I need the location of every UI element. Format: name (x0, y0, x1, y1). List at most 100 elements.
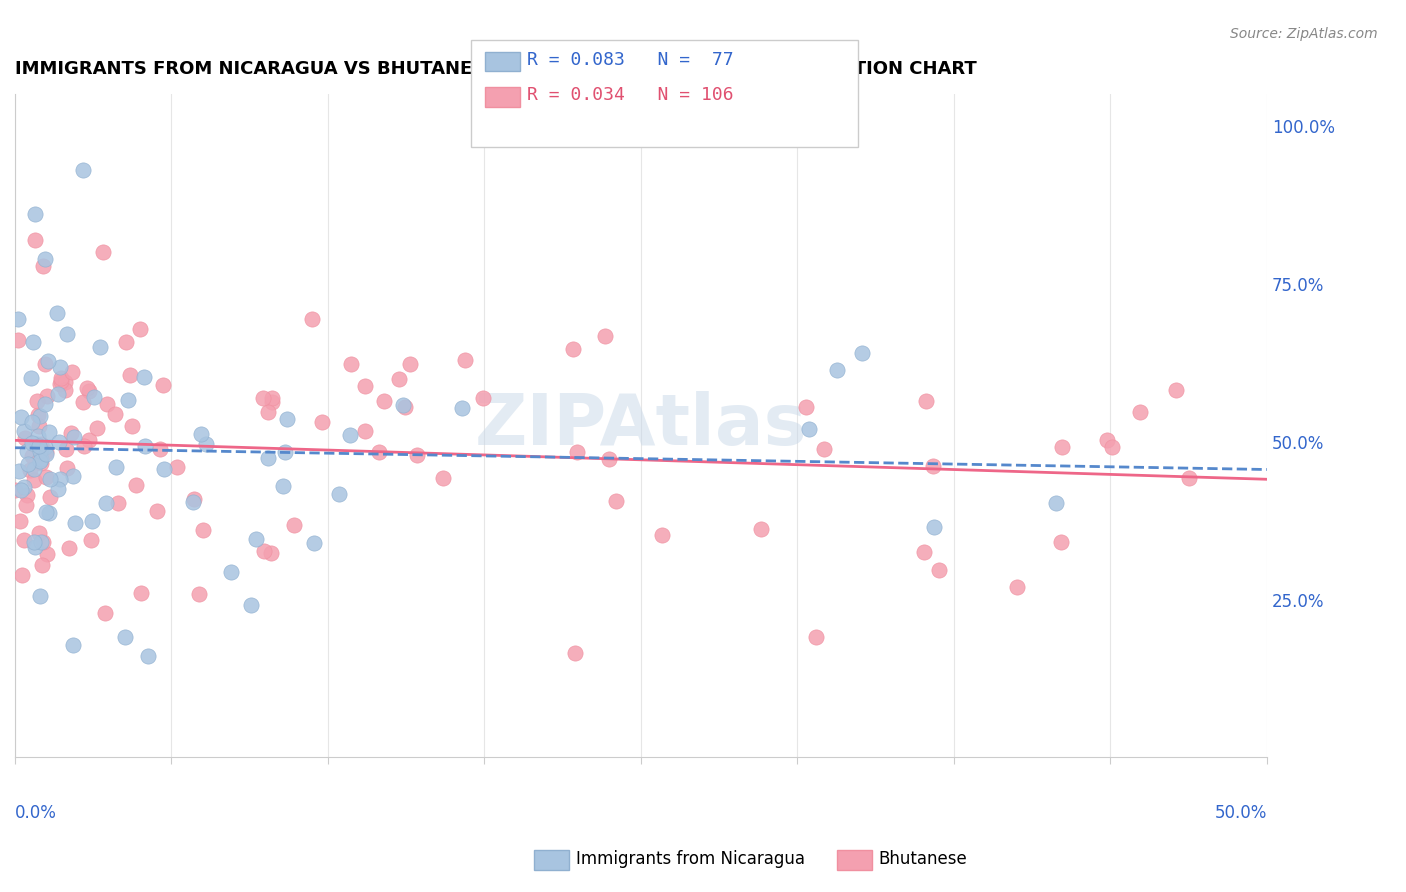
Point (62, 468, 84, 483)
Point (22, 473, 45, 487)
Point (94, 496, 117, 510)
Point (922, 520, 945, 534)
Point (273, 445, 295, 459)
Point (928, 563, 950, 577)
Point (912, 545, 935, 559)
Point (149, 442, 172, 457)
Point (34, 252, 56, 266)
Point (14, 498, 37, 512)
Point (121, 419, 143, 434)
Point (46, 386, 69, 401)
Point (257, 451, 280, 466)
Point (77, 433, 100, 447)
Point (11, 568, 34, 582)
Point (10, 483, 32, 498)
Point (851, 346, 873, 360)
Point (193, 524, 215, 538)
Point (252, 543, 274, 558)
Point (18, 463, 41, 477)
Point (15, 444, 38, 458)
Point (24, 540, 46, 554)
Point (124, 477, 146, 491)
Point (34, 505, 56, 519)
Point (72, 394, 94, 409)
Point (1178, 471, 1201, 485)
Point (472, 392, 495, 406)
Text: Bhutanese: Bhutanese (879, 850, 967, 868)
Point (31, 534, 53, 549)
Point (257, 404, 280, 418)
Text: Source: ZipAtlas.com: Source: ZipAtlas.com (1230, 27, 1378, 41)
Point (1005, 580, 1028, 594)
Point (152, 377, 174, 392)
Point (35, 445, 58, 459)
Point (651, 528, 673, 542)
Point (22, 534, 45, 549)
Point (13, 424, 35, 438)
Point (1050, 440, 1073, 454)
Point (73, 439, 96, 453)
Point (28, 418, 51, 433)
Point (25, 394, 48, 409)
Point (48, 435, 70, 450)
Point (34, 397, 56, 411)
Point (28, 409, 51, 424)
Point (83, 391, 105, 405)
Point (17, 457, 39, 471)
Point (353, 379, 375, 393)
Point (31, 558, 53, 573)
Point (82, 514, 104, 528)
Point (53, 384, 76, 398)
Point (13, 533, 35, 547)
Point (30, 456, 52, 470)
Point (7, 333, 30, 347)
Point (339, 428, 361, 442)
Point (129, 586, 152, 600)
Point (114, 335, 136, 350)
Point (35, 389, 58, 403)
Point (34, 440, 56, 454)
Point (114, 631, 136, 645)
Point (39, 490, 62, 504)
Point (283, 518, 305, 533)
Point (60, 425, 83, 440)
Point (24, 233, 46, 247)
Point (117, 393, 139, 408)
Text: Immigrants from Nicaragua: Immigrants from Nicaragua (576, 850, 806, 868)
Point (28, 589, 51, 603)
Text: 50.0%: 50.0% (1215, 804, 1267, 822)
Point (27, 429, 49, 443)
Point (58, 541, 80, 555)
Point (107, 496, 129, 510)
Point (921, 459, 943, 474)
Point (76, 381, 98, 395)
Point (813, 442, 835, 456)
Point (46, 482, 69, 496)
Point (354, 424, 377, 438)
Point (134, 439, 156, 453)
Point (30, 444, 52, 458)
Point (388, 372, 411, 386)
Point (1129, 405, 1152, 419)
Point (104, 408, 127, 422)
Point (63, 430, 86, 444)
Text: R = 0.034   N = 106: R = 0.034 N = 106 (527, 87, 734, 104)
Point (605, 493, 627, 508)
Point (8, 514, 31, 528)
Point (49, 371, 72, 385)
Point (31, 259, 53, 273)
Point (915, 394, 938, 409)
Point (183, 491, 205, 506)
Point (373, 393, 395, 408)
Point (1097, 434, 1119, 448)
Point (56, 460, 79, 475)
Text: IMMIGRANTS FROM NICARAGUA VS BHUTANESE DISABILITY AGE OVER 75 CORRELATION CHART: IMMIGRANTS FROM NICARAGUA VS BHUTANESE D… (15, 60, 977, 78)
Point (394, 401, 416, 415)
Point (567, 444, 589, 458)
Point (794, 400, 817, 414)
Point (72, 163, 94, 178)
Text: ZIPAtlas: ZIPAtlas (475, 392, 807, 460)
Point (91, 245, 114, 260)
Point (28, 454, 51, 468)
Point (252, 391, 274, 405)
